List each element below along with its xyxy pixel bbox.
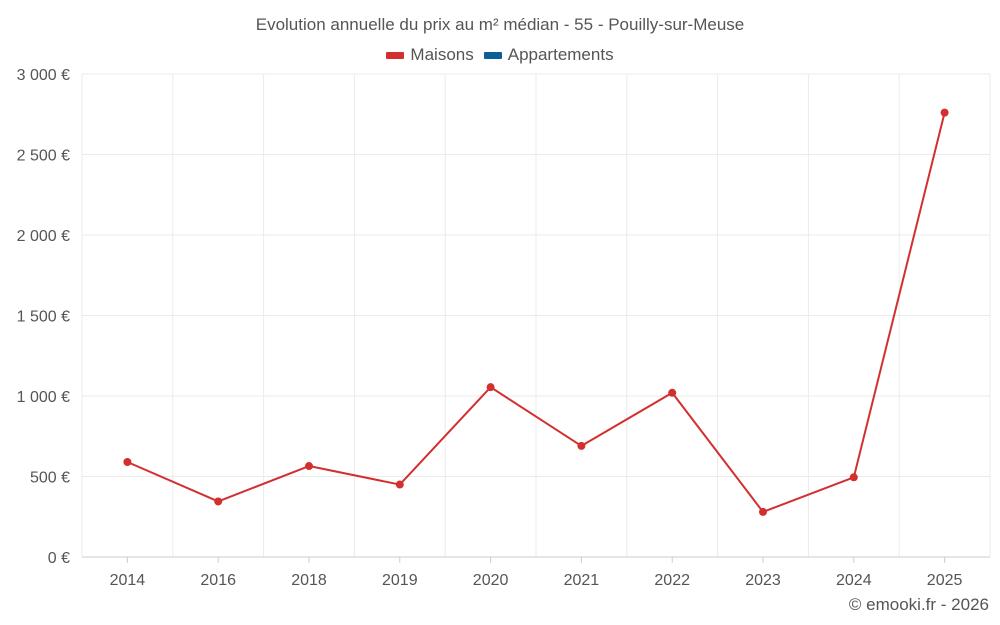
y-tick-label: 0 € [48, 550, 70, 567]
series-line-maisons [127, 112, 946, 513]
legend: Maisons Appartements [0, 45, 1000, 65]
data-point [940, 108, 949, 117]
legend-item-maisons[interactable]: Maisons [386, 45, 474, 65]
x-tick-label: 2023 [745, 572, 781, 589]
chart-title: Evolution annuelle du prix au m² médian … [255, 15, 745, 34]
y-tick-label: 500 € [30, 470, 70, 487]
legend-swatch-appartements [483, 51, 502, 59]
x-tick-label: 2019 [382, 572, 418, 589]
legend-label-appartements: Appartements [507, 45, 614, 64]
legend-swatch-maisons [386, 51, 405, 59]
x-tick-label: 2021 [564, 572, 600, 589]
legend-item-appartements[interactable]: Appartements [483, 45, 614, 65]
data-point [486, 383, 495, 392]
x-tick-label: 2025 [927, 572, 963, 589]
x-tick-label: 2022 [654, 572, 690, 589]
data-point [214, 497, 223, 506]
data-point [759, 507, 767, 516]
data-point [577, 441, 586, 450]
x-tick-label: 2024 [836, 572, 872, 589]
x-tick-label: 2018 [291, 572, 327, 589]
y-tick-label: 2 000 € [17, 228, 70, 245]
x-tick-label: 2020 [473, 572, 509, 589]
credit-text: © emooki.fr - 2026 [848, 595, 989, 614]
data-point [849, 473, 858, 482]
data-point [395, 480, 404, 489]
x-tick-label: 2014 [110, 572, 146, 589]
x-tick-label: 2016 [200, 572, 236, 589]
data-point [123, 458, 132, 467]
y-tick-label: 3 000 € [17, 67, 70, 84]
y-tick-label: 1 500 € [17, 309, 70, 326]
data-point [668, 388, 677, 397]
y-tick-label: 1 000 € [17, 389, 70, 406]
y-tick-label: 2 500 € [17, 148, 70, 165]
data-point [305, 462, 313, 471]
legend-label-maisons: Maisons [410, 45, 474, 64]
